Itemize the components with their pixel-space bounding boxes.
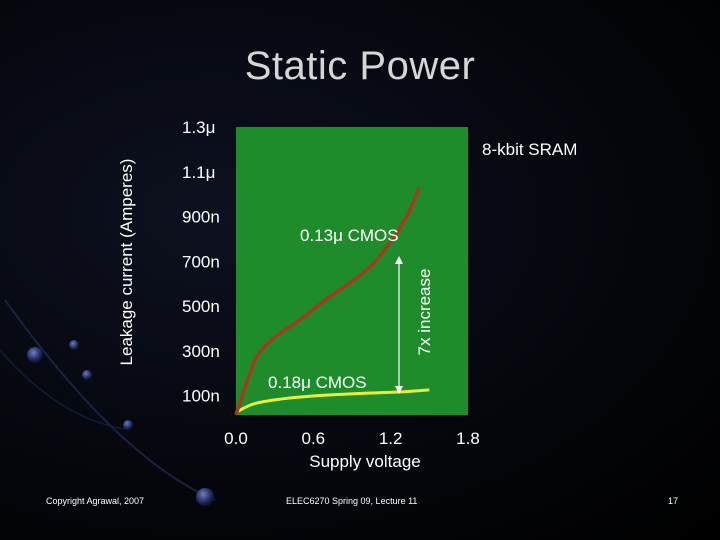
y-axis-ticks: 100n 300n 500n 700n 900n 1.1μ 1.3μ (182, 118, 220, 406)
footer-course: ELEC6270 Spring 09, Lecture 11 (286, 496, 418, 506)
series-line-013um (234, 186, 421, 416)
footer-page-number: 17 (668, 496, 679, 506)
y-tick-label: 1.3μ (182, 118, 215, 137)
x-tick-label: 0.6 (302, 429, 326, 448)
decor-orb (69, 340, 79, 350)
x-tick-label: 1.2 (379, 429, 403, 448)
y-tick-label: 1.1μ (182, 163, 215, 182)
series-label-018um: 0.18μ CMOS (268, 373, 367, 392)
decor-orb (196, 488, 214, 506)
y-tick-label: 900n (182, 208, 220, 227)
x-axis-ticks: 0.0 0.6 1.2 1.8 (224, 429, 480, 448)
decor-orb (82, 370, 92, 380)
increase-arrow-head-bottom (395, 386, 403, 394)
y-tick-label: 700n (182, 252, 220, 271)
annotation-increase: 7x increase (415, 269, 434, 356)
x-tick-label: 1.8 (456, 429, 480, 448)
annotation-sram: 8-kbit SRAM (482, 140, 577, 159)
y-tick-label: 500n (182, 297, 220, 316)
y-tick-label: 300n (182, 342, 220, 361)
y-axis-label: Leakage current (Amperes) (117, 159, 136, 366)
plot-area (236, 127, 468, 415)
decor-orb (27, 347, 43, 363)
slide-title: Static Power (244, 44, 476, 88)
series-line-018um (235, 388, 430, 414)
x-tick-label: 0.0 (224, 429, 248, 448)
series-label-013um: 0.13μ CMOS (300, 226, 399, 245)
x-axis-label: Supply voltage (309, 452, 421, 471)
y-tick-label: 100n (182, 387, 220, 406)
footer-copyright: Copyright Agrawal, 2007 (46, 496, 145, 506)
decor-orb (123, 420, 133, 430)
increase-arrow-head-top (395, 256, 403, 264)
